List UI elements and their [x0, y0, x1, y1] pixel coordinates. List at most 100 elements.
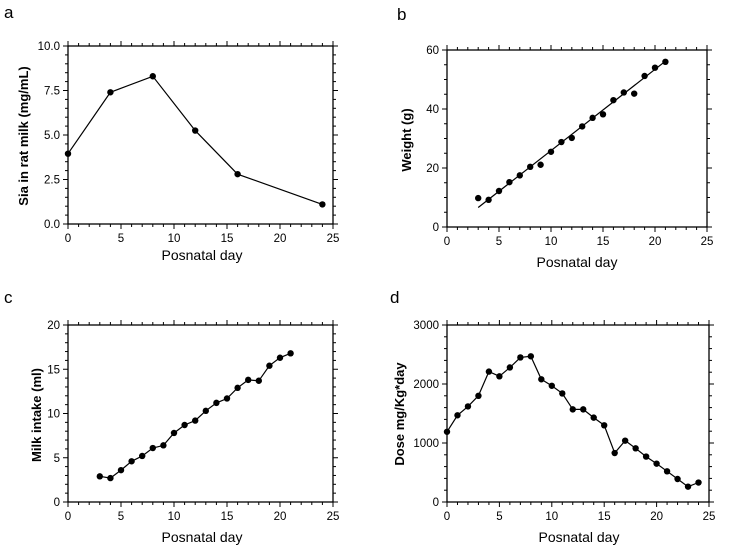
panel-a-ylabel: Sia in rat milk (mg/mL) [16, 66, 31, 205]
panel-a-xtick-label: 5 [118, 233, 124, 245]
panel-c-data-point [245, 377, 251, 383]
figure-canvas: a Sia in rat milk (mg/mL) Posnatal day 0… [0, 0, 733, 553]
panel-a: a Sia in rat milk (mg/mL) Posnatal day 0… [4, 3, 339, 263]
panel-d-data-point [538, 376, 544, 382]
panel-a-letter: a [4, 3, 14, 22]
panel-d-data-point [549, 383, 555, 389]
panel-a-data-point [234, 171, 240, 177]
panel-c-xtick-label: 20 [274, 511, 287, 523]
panel-d-data-point [528, 353, 534, 359]
panel-a-ytick-label: 5.0 [44, 130, 60, 142]
panel-b-xtick-label: 5 [496, 236, 502, 248]
panel-c-data-point [234, 385, 240, 391]
panel-a-ytick-label: 7.5 [44, 86, 60, 98]
panel-a-xtick-label: 25 [327, 233, 340, 245]
panel-c-data-point [118, 467, 124, 473]
panel-b-ytick-label: 40 [426, 104, 439, 116]
panel-d-xtick-label: 10 [545, 511, 558, 523]
panel-c-data-point [287, 350, 293, 356]
panel-c-data-point [224, 395, 230, 401]
panel-a-axes-frame [68, 46, 333, 224]
panel-d-letter: d [390, 288, 399, 307]
panel-a-xtick-label: 20 [274, 233, 287, 245]
panel-d-data-point [465, 403, 471, 409]
panel-c-xtick-label: 0 [65, 511, 71, 523]
panel-c-data-point [139, 453, 145, 459]
panel-d-xtick-label: 15 [598, 511, 611, 523]
panel-d-xlabel: Posnatal day [539, 529, 620, 545]
panel-c-data-point [128, 458, 134, 464]
panel-a-xtick-label: 10 [168, 233, 181, 245]
panel-b-ytick-label: 60 [426, 45, 439, 57]
panel-d-data-point [517, 354, 523, 360]
panel-b-data-point [631, 90, 637, 96]
panel-c-data-point [192, 417, 198, 423]
panel-b: b Weight (g) Posnatal day 0 5 10 15 20 25 0 20 4… [397, 5, 713, 270]
panel-a-xtick-label: 0 [65, 233, 71, 245]
panel-d-xtick-label: 25 [703, 511, 716, 523]
panel-d-data-point [611, 450, 617, 456]
panel-d: d Dose mg/Kg*day Posnatal day 0 5 10 15 20 25… [390, 288, 715, 545]
panel-c-data-point [256, 378, 262, 384]
panel-a-ytick-label: 10.0 [38, 41, 60, 53]
panel-c-data-point [203, 408, 209, 414]
panel-c-data-point [97, 473, 103, 479]
panel-d-data-point [570, 406, 576, 412]
panel-d-ytick-label: 3000 [413, 320, 439, 332]
panel-c-xtick-label: 15 [221, 511, 234, 523]
panel-d-data-point [664, 468, 670, 474]
panel-b-letter: b [397, 5, 406, 24]
panel-c-data-point [107, 475, 113, 481]
panel-d-axes-frame [447, 325, 709, 502]
panel-b-xtick-label: 15 [597, 236, 610, 248]
panel-a-xtick-label: 15 [221, 233, 234, 245]
panel-d-series-line-1 [447, 356, 699, 486]
panel-a-data-point [107, 89, 113, 95]
panel-a-ytick-label: 0.0 [44, 219, 60, 231]
panel-d-data-point [454, 412, 460, 418]
panel-d-data-point [601, 422, 607, 428]
panel-a-data-point [319, 201, 325, 207]
panel-c-ytick-label: 5 [54, 453, 60, 465]
panel-d-data-point [653, 460, 659, 466]
panel-d-ytick-label: 1000 [413, 438, 439, 450]
panel-a-series-line-1 [68, 76, 322, 204]
panel-c-xtick-label: 5 [118, 511, 124, 523]
panel-c-series-line-1 [100, 353, 291, 478]
panel-c-data-point [160, 442, 166, 448]
panel-c-data-point [266, 363, 272, 369]
panel-d-data-point [695, 479, 701, 485]
panel-c-ytick-label: 10 [47, 409, 60, 421]
panel-c-data-point [150, 445, 156, 451]
panel-c-xtick-label: 10 [168, 511, 181, 523]
panel-c-data-point [181, 422, 187, 428]
panel-d-xtick-label: 0 [444, 511, 450, 523]
panel-c-ytick-label: 20 [47, 320, 60, 332]
panel-d-data-point [685, 483, 691, 489]
panel-b-ylabel: Weight (g) [399, 108, 414, 171]
panel-d-data-point [674, 476, 680, 482]
panel-d-ylabel: Dose mg/Kg*day [392, 362, 407, 466]
panel-b-xlabel: Posnatal day [537, 254, 618, 270]
panel-d-data-point [486, 368, 492, 374]
panel-d-data-point [507, 364, 513, 370]
panel-d-data-point [643, 453, 649, 459]
panel-b-xtick-label: 0 [444, 236, 450, 248]
panel-d-data-point [496, 373, 502, 379]
panel-d-data-point [591, 414, 597, 420]
panel-c-xlabel: Posnatal day [162, 529, 243, 545]
panel-d-xtick-label: 5 [496, 511, 502, 523]
panel-d-xtick-label: 20 [650, 511, 663, 523]
panel-c-data-point [171, 430, 177, 436]
panel-d-data-point [632, 445, 638, 451]
panel-d-data-point [444, 429, 450, 435]
panel-d-data-point [622, 437, 628, 443]
panel-b-xtick-label: 20 [649, 236, 662, 248]
panel-b-data-point [475, 195, 481, 201]
panel-d-ytick-label: 0 [433, 497, 439, 509]
panel-d-data-point [475, 393, 481, 399]
panel-d-ytick-label: 2000 [413, 379, 439, 391]
panel-c-xtick-label: 25 [327, 511, 340, 523]
panel-d-data-point [559, 390, 565, 396]
panel-a-ytick-label: 2.5 [44, 175, 60, 187]
